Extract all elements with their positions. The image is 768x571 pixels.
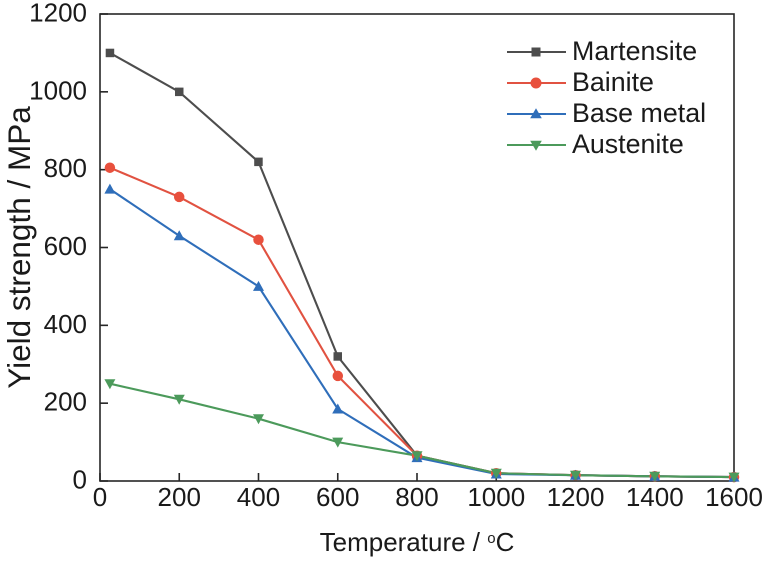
- svg-text:Yield strength / MPa: Yield strength / MPa: [1, 106, 37, 389]
- svg-text:1400: 1400: [626, 482, 684, 512]
- svg-text:200: 200: [158, 482, 201, 512]
- svg-text:400: 400: [44, 309, 87, 339]
- svg-text:600: 600: [316, 482, 359, 512]
- svg-text:1200: 1200: [29, 0, 87, 28]
- svg-text:1200: 1200: [547, 482, 605, 512]
- svg-text:1600: 1600: [705, 482, 763, 512]
- svg-text:Austenite: Austenite: [572, 129, 684, 159]
- svg-text:Base metal: Base metal: [572, 98, 706, 128]
- svg-text:Martensite: Martensite: [572, 36, 697, 66]
- svg-text:800: 800: [44, 153, 87, 183]
- svg-text:0: 0: [93, 482, 107, 512]
- svg-text:Temperature / oC: Temperature / oC: [320, 527, 515, 557]
- svg-text:Bainite: Bainite: [572, 67, 654, 97]
- svg-text:400: 400: [237, 482, 280, 512]
- svg-text:800: 800: [395, 482, 438, 512]
- svg-text:0: 0: [73, 465, 87, 495]
- svg-text:1000: 1000: [467, 482, 525, 512]
- svg-text:600: 600: [44, 231, 87, 261]
- svg-text:200: 200: [44, 387, 87, 417]
- svg-text:1000: 1000: [29, 75, 87, 105]
